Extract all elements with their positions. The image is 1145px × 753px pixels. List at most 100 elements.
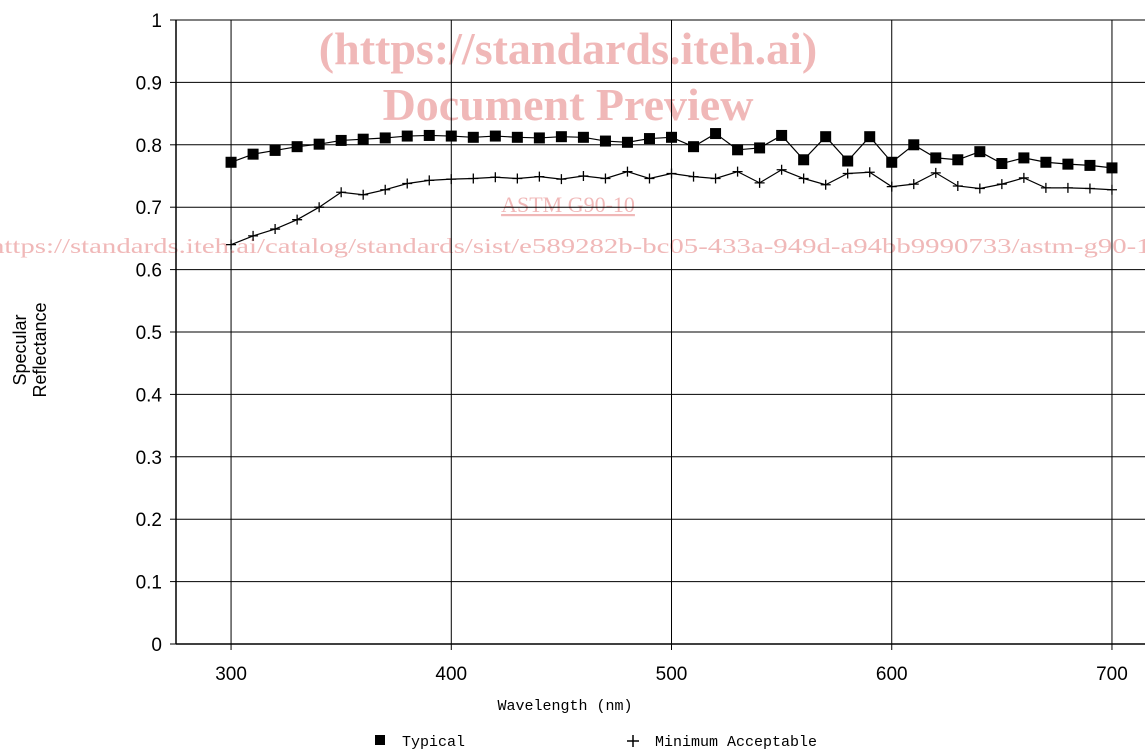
data-point-minimum-acceptable [380, 184, 391, 195]
watermark-line3: ASTM G90-10 [501, 192, 635, 217]
data-point-typical [269, 144, 281, 156]
data-point-minimum-acceptable [534, 171, 545, 182]
data-point-typical [1084, 159, 1096, 171]
data-point-typical [1106, 162, 1118, 174]
data-point-minimum-acceptable [358, 189, 369, 200]
y-tick-label: 0.7 [136, 198, 162, 219]
data-point-typical [974, 146, 986, 158]
y-tick-label: 1 [151, 11, 162, 32]
data-point-minimum-acceptable [930, 167, 941, 178]
grid-lines [176, 19, 1145, 645]
data-point-typical [247, 148, 259, 160]
data-point-minimum-acceptable [446, 174, 457, 185]
data-point-typical [798, 154, 810, 166]
data-point-minimum-acceptable [886, 181, 897, 192]
data-point-minimum-acceptable [226, 239, 237, 250]
data-point-minimum-acceptable [820, 179, 831, 190]
y-axis-label-line1: Specular [10, 314, 30, 385]
data-point-typical [820, 131, 832, 143]
data-point-typical [533, 132, 545, 144]
y-tick-label: 0.8 [136, 136, 162, 157]
data-point-typical [313, 138, 325, 150]
data-point-typical [423, 129, 435, 141]
data-point-minimum-acceptable [578, 171, 589, 181]
data-point-typical [599, 135, 611, 147]
data-point-minimum-acceptable [556, 174, 567, 185]
data-point-typical [908, 139, 920, 151]
legend-label-typical: Typical [402, 734, 465, 751]
series-layer [225, 128, 1118, 250]
data-point-typical [952, 154, 964, 166]
data-point-typical [291, 141, 303, 153]
data-point-typical [577, 131, 589, 143]
data-point-minimum-acceptable [270, 224, 281, 235]
data-point-typical [357, 133, 369, 145]
data-point-minimum-acceptable [1084, 183, 1095, 194]
watermark-line1: (https://standards.iteh.ai) [319, 23, 817, 74]
data-point-typical [930, 152, 942, 164]
legend: Typical Minimum Acceptable [375, 734, 817, 751]
y-tick-label: 0.5 [136, 323, 162, 344]
data-point-typical [996, 158, 1008, 170]
data-point-minimum-acceptable [952, 180, 963, 191]
data-point-minimum-acceptable [798, 173, 809, 184]
legend-label-minimum: Minimum Acceptable [655, 734, 817, 751]
y-tick-label: 0.4 [136, 385, 163, 406]
data-point-typical [710, 128, 722, 140]
data-point-minimum-acceptable [424, 175, 435, 186]
x-tick-label: 400 [435, 664, 467, 685]
watermark-line2: Document Preview [383, 79, 754, 130]
data-point-typical [335, 134, 347, 146]
x-tick-labels: 300 400 500 600 700 [215, 664, 1128, 685]
y-tick-label: 0.2 [136, 510, 162, 531]
data-point-typical [1018, 152, 1030, 164]
data-point-minimum-acceptable [248, 230, 259, 241]
data-point-minimum-acceptable [688, 171, 699, 182]
y-axis-label-line2: Reflectance [30, 302, 50, 397]
data-point-typical [643, 133, 655, 145]
x-tick-label: 700 [1096, 664, 1128, 685]
data-point-typical [555, 131, 567, 143]
data-point-minimum-acceptable [754, 177, 765, 188]
data-point-minimum-acceptable [974, 183, 985, 194]
y-tick-label: 0.9 [136, 73, 162, 94]
data-point-typical [621, 136, 633, 148]
x-axis-label: Wavelength (nm) [497, 698, 632, 715]
data-point-minimum-acceptable [1062, 182, 1073, 193]
data-point-typical [1040, 156, 1052, 168]
y-tick-labels: 0 0.1 0.2 0.3 0.4 0.5 0.6 0.7 0.8 0.9 1 [136, 11, 163, 656]
data-point-typical [732, 144, 744, 156]
data-point-typical [401, 130, 413, 142]
data-point-typical [886, 156, 898, 168]
y-tick-label: 0.3 [136, 448, 162, 469]
legend-marker-minimum [627, 735, 639, 747]
data-point-typical [467, 131, 479, 143]
data-point-typical [754, 142, 766, 154]
data-point-minimum-acceptable [490, 172, 501, 183]
data-point-typical [776, 129, 788, 141]
data-point-minimum-acceptable [996, 179, 1007, 190]
x-tick-label: 600 [876, 664, 908, 685]
data-point-minimum-acceptable [732, 166, 743, 177]
data-point-minimum-acceptable [600, 173, 611, 184]
data-point-typical [489, 130, 501, 142]
data-point-typical [225, 156, 237, 168]
data-point-minimum-acceptable [908, 179, 919, 190]
data-point-typical [864, 131, 876, 143]
data-point-minimum-acceptable [336, 187, 347, 198]
data-point-minimum-acceptable [864, 167, 875, 178]
data-point-typical [1062, 158, 1074, 170]
data-point-minimum-acceptable [710, 173, 721, 184]
data-point-minimum-acceptable [314, 202, 325, 213]
data-point-typical [511, 131, 523, 143]
data-point-minimum-acceptable [666, 168, 677, 179]
data-point-minimum-acceptable [1106, 184, 1117, 195]
data-point-minimum-acceptable [1018, 172, 1029, 183]
data-point-minimum-acceptable [842, 168, 853, 179]
y-tick-label: 0.1 [136, 573, 162, 594]
data-point-minimum-acceptable [1040, 182, 1051, 193]
axes [170, 19, 1145, 650]
data-point-minimum-acceptable [468, 173, 479, 184]
data-point-minimum-acceptable [292, 214, 303, 225]
